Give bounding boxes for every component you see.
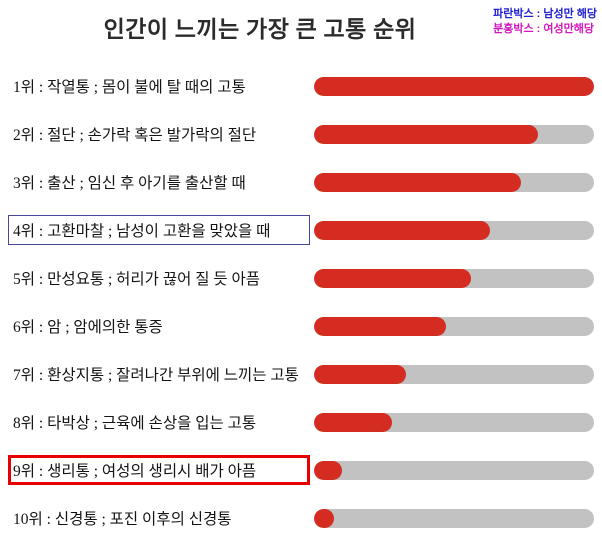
row-label: 3위 : 출산 ; 임신 후 아기를 출산할 때 (13, 175, 246, 192)
bar-fill (314, 124, 538, 144)
bar-track (314, 268, 594, 288)
bar-fill (314, 268, 471, 288)
bar-track (314, 316, 594, 336)
bar-fill (314, 316, 446, 336)
bar-track (314, 460, 594, 480)
chart-header: 인간이 느끼는 가장 큰 고통 순위 파란박스 : 남성만 해당 분홍박스 : … (0, 0, 602, 58)
bar-chart: 1위 : 작열통 ; 몸이 불에 탈 때의 고통 2위 : 절단 ; 손가락 혹… (0, 58, 602, 542)
row-label: 6위 : 암 ; 암에의한 통증 (13, 319, 163, 336)
bar-fill (314, 508, 334, 528)
bar-track (314, 364, 594, 384)
chart-row: 10위 : 신경통 ; 포진 이후의 신경통 (8, 494, 594, 542)
chart-row: 9위 : 생리통 ; 여성의 생리시 배가 아픔 (8, 446, 594, 494)
bar-track (314, 76, 594, 96)
chart-row: 8위 : 타박상 ; 근육에 손상을 입는 고통 (8, 398, 594, 446)
bar-track (314, 124, 594, 144)
bar-track (314, 412, 594, 432)
chart-row: 2위 : 절단 ; 손가락 혹은 발가락의 절단 (8, 110, 594, 158)
chart-row: 5위 : 만성요통 ; 허리가 끊어 질 듯 아픔 (8, 254, 594, 302)
bar-track (314, 508, 594, 528)
row-label: 5위 : 만성요통 ; 허리가 끊어 질 듯 아픔 (13, 271, 261, 288)
page-title: 인간이 느끼는 가장 큰 고통 순위 (103, 17, 417, 42)
chart-row: 4위 : 고환마찰 ; 남성이 고환을 맞았을 때 (8, 206, 594, 254)
bar-track (314, 172, 594, 192)
row-label: 2위 : 절단 ; 손가락 혹은 발가락의 절단 (13, 127, 257, 144)
row-label: 9위 : 생리통 ; 여성의 생리시 배가 아픔 (8, 455, 310, 485)
chart-row: 1위 : 작열통 ; 몸이 불에 탈 때의 고통 (8, 62, 594, 110)
row-label: 10위 : 신경통 ; 포진 이후의 신경통 (13, 511, 232, 528)
bar-fill (314, 364, 407, 384)
bar-fill (314, 76, 594, 96)
bar-fill (314, 412, 393, 432)
bar-fill (314, 172, 522, 192)
legend: 파란박스 : 남성만 해당 분홍박스 : 여성만해당 (493, 7, 597, 37)
legend-male-note: 파란박스 : 남성만 해당 (493, 8, 597, 20)
chart-row: 6위 : 암 ; 암에의한 통증 (8, 302, 594, 350)
row-label: 4위 : 고환마찰 ; 남성이 고환을 맞았을 때 (8, 215, 310, 245)
bar-fill (314, 220, 491, 240)
row-label: 1위 : 작열통 ; 몸이 불에 탈 때의 고통 (13, 79, 246, 96)
bar-track (314, 220, 594, 240)
legend-female-note: 분홍박스 : 여성만해당 (493, 22, 594, 35)
row-label: 7위 : 환상지통 ; 잘려나간 부위에 느끼는 고통 (13, 367, 299, 384)
row-label: 8위 : 타박상 ; 근육에 손상을 입는 고통 (13, 415, 257, 432)
chart-row: 7위 : 환상지통 ; 잘려나간 부위에 느끼는 고통 (8, 350, 594, 398)
bar-fill (314, 460, 342, 480)
chart-row: 3위 : 출산 ; 임신 후 아기를 출산할 때 (8, 158, 594, 206)
